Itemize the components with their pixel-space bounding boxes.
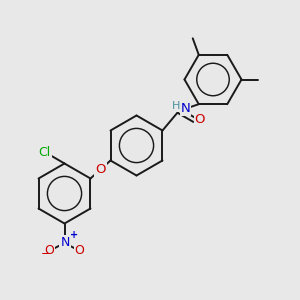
Text: +: + — [70, 230, 78, 240]
Text: N: N — [181, 102, 190, 115]
Text: O: O — [195, 113, 205, 127]
Text: H: H — [172, 101, 180, 111]
Text: O: O — [95, 163, 106, 176]
Text: −: − — [40, 247, 50, 260]
Text: N: N — [60, 236, 70, 249]
Text: O: O — [75, 244, 84, 257]
Text: O: O — [45, 244, 54, 257]
Text: Cl: Cl — [38, 146, 50, 159]
